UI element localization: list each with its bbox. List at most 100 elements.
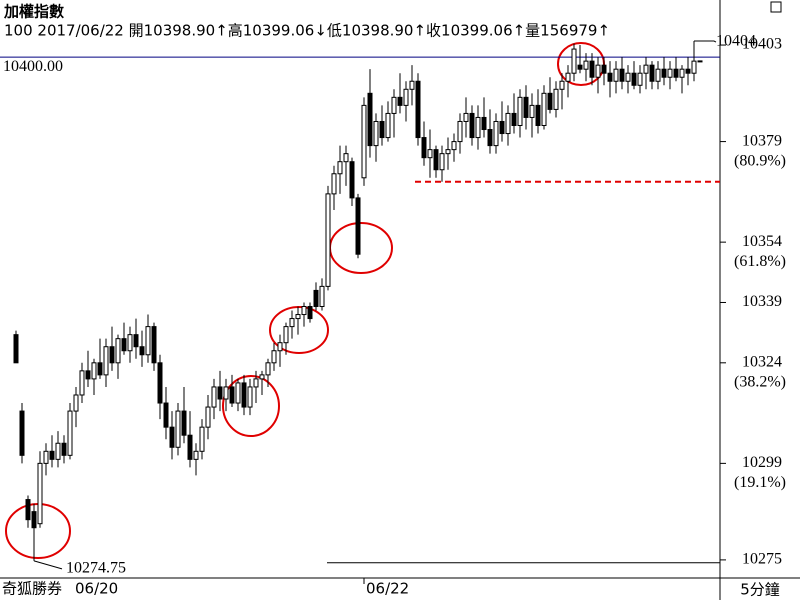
y-tick-label: 10275 bbox=[742, 551, 782, 568]
candle-body bbox=[439, 153, 445, 171]
candle-body bbox=[337, 161, 343, 175]
candle-body bbox=[169, 426, 175, 448]
candle-body bbox=[13, 334, 19, 364]
candle-body bbox=[481, 116, 487, 131]
candle-body bbox=[691, 60, 697, 74]
candle-body bbox=[109, 346, 115, 364]
candle-body bbox=[655, 68, 661, 82]
candle-body bbox=[403, 88, 409, 106]
candle-body bbox=[463, 112, 469, 122]
candle-body bbox=[79, 370, 85, 396]
fib-label: (61.8%) bbox=[734, 253, 786, 270]
candle-body bbox=[697, 60, 703, 63]
low-label: 10274.75 bbox=[66, 560, 126, 577]
candle-body bbox=[175, 410, 181, 448]
candle-body bbox=[193, 450, 199, 460]
candle-body bbox=[535, 104, 541, 126]
candle-body bbox=[343, 153, 349, 163]
candle-body bbox=[301, 305, 307, 316]
candle-body bbox=[37, 462, 43, 525]
candle-body bbox=[511, 112, 517, 126]
candle-body bbox=[385, 112, 391, 139]
candle-body bbox=[43, 450, 49, 464]
candle-body bbox=[397, 96, 403, 106]
candle-body bbox=[451, 141, 457, 151]
candle-body bbox=[217, 386, 223, 400]
candle-body bbox=[391, 96, 397, 114]
candle-body bbox=[619, 68, 625, 82]
candle-body bbox=[139, 346, 145, 356]
y-tick-label: 10379 bbox=[742, 132, 782, 149]
candle-body bbox=[661, 68, 667, 78]
candle-body bbox=[673, 68, 679, 78]
highlight-circle bbox=[222, 375, 280, 437]
candle-body bbox=[487, 129, 493, 147]
candle-body bbox=[241, 382, 247, 408]
candle-body bbox=[553, 88, 559, 110]
high-label: 10404 bbox=[716, 33, 756, 50]
candle-body bbox=[571, 48, 577, 74]
candle-body bbox=[115, 338, 121, 364]
candle-body bbox=[223, 386, 229, 400]
y-tick-label: 10403 bbox=[742, 36, 782, 53]
low-leader bbox=[33, 560, 63, 570]
chart-title: 加權指數 bbox=[3, 3, 64, 21]
fib-label: (38.2%) bbox=[734, 373, 786, 390]
candle-body bbox=[547, 92, 553, 110]
x-tick-label: 06/22 bbox=[366, 580, 409, 598]
candle-body bbox=[445, 149, 451, 155]
candle-body bbox=[499, 120, 505, 135]
candle-body bbox=[649, 64, 655, 82]
candle-body bbox=[271, 350, 277, 364]
window-button[interactable] bbox=[770, 1, 782, 13]
candle-body bbox=[253, 378, 259, 388]
candle-body bbox=[97, 362, 103, 376]
candle-body bbox=[505, 112, 511, 135]
candle-body bbox=[361, 104, 367, 179]
candle-body bbox=[541, 92, 547, 126]
candle-body bbox=[307, 305, 313, 320]
candle-body bbox=[595, 64, 601, 78]
candle-body bbox=[313, 289, 319, 307]
candle-body bbox=[283, 326, 289, 344]
candle-body bbox=[517, 96, 523, 126]
candle-body bbox=[559, 80, 565, 90]
candle-body bbox=[469, 112, 475, 139]
candle-body bbox=[31, 511, 37, 529]
candle-body bbox=[523, 96, 529, 118]
candle-body bbox=[529, 104, 535, 118]
candle-body bbox=[235, 382, 241, 404]
candle-body bbox=[679, 68, 685, 78]
candle-body bbox=[457, 120, 463, 143]
candle-body bbox=[91, 362, 97, 380]
high-leader bbox=[694, 40, 717, 43]
candle-body bbox=[247, 386, 253, 408]
highlight-circle bbox=[269, 306, 329, 354]
candle-body bbox=[145, 326, 151, 356]
candle-body bbox=[277, 342, 283, 352]
candle-body bbox=[211, 386, 217, 408]
fib-label: (19.1%) bbox=[734, 474, 786, 491]
candle-body bbox=[25, 499, 31, 521]
candle-body bbox=[61, 442, 67, 456]
period: 5分鐘 bbox=[740, 581, 780, 599]
candle-body bbox=[409, 80, 415, 90]
candle-body bbox=[631, 72, 637, 86]
candle-body bbox=[493, 120, 499, 147]
candle-body bbox=[259, 374, 265, 380]
candle-body bbox=[67, 410, 73, 456]
y-tick-label: 10299 bbox=[742, 454, 782, 471]
candle-body bbox=[685, 68, 691, 74]
candle-body bbox=[295, 314, 301, 320]
y-tick-label: 10339 bbox=[742, 293, 782, 310]
start-date: 06/20 bbox=[75, 580, 118, 598]
candle-body bbox=[643, 64, 649, 74]
last-price-label: 10400.00 bbox=[3, 58, 63, 75]
candle-body bbox=[373, 120, 379, 147]
candle-body bbox=[565, 72, 571, 82]
candle-body bbox=[667, 68, 673, 78]
candle-body bbox=[625, 72, 631, 82]
candle-body bbox=[85, 370, 91, 380]
candle-body bbox=[319, 285, 325, 307]
candle-body bbox=[127, 334, 133, 352]
